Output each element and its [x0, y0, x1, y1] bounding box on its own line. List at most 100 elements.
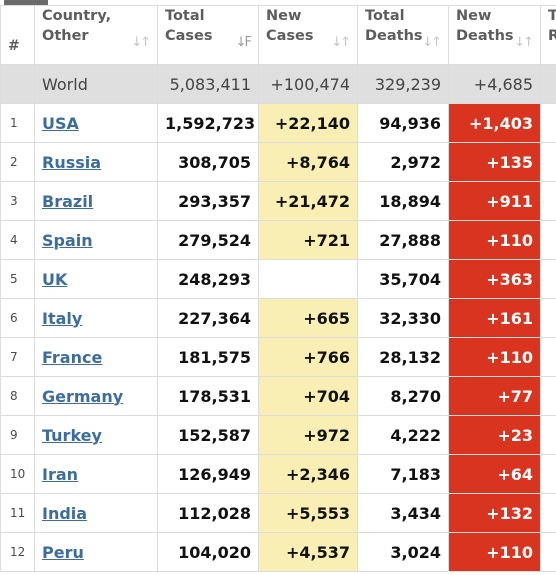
row-index: 7: [0, 337, 35, 377]
sort-desc-icon[interactable]: ↓F: [235, 35, 252, 50]
country-link[interactable]: Spain: [42, 230, 93, 250]
header-index: #: [0, 5, 35, 65]
row-index: 8: [0, 376, 35, 416]
table-row: 9 Turkey 152,587 +972 4,222 +23: [0, 415, 556, 455]
country-link[interactable]: Turkey: [42, 425, 102, 445]
total-cases-cell: 248,293: [157, 259, 259, 299]
country-cell: Russia: [34, 142, 158, 182]
total-cases-cell: 308,705: [157, 142, 259, 182]
total-deaths-cell: 35,704: [357, 259, 449, 299]
table-header-row: # Country, Other ↓↑ Total Cases ↓F New Case…: [0, 5, 556, 65]
row-index: 1: [0, 103, 35, 143]
world-total-row: World 5,083,411 +100,474 329,239 +4,685: [0, 64, 556, 104]
new-deaths-cell: +161: [448, 298, 541, 338]
new-cases-cell: +5,553: [258, 493, 358, 533]
new-deaths-cell: +135: [448, 142, 541, 182]
country-link[interactable]: USA: [42, 113, 79, 133]
country-link[interactable]: Italy: [42, 308, 83, 328]
country-cell: Peru: [34, 532, 158, 572]
table-row: 7 France 181,575 +766 28,132 +110: [0, 337, 556, 377]
country-link[interactable]: Germany: [42, 386, 124, 406]
country-link[interactable]: Brazil: [42, 191, 94, 211]
row-index: 3: [0, 181, 35, 221]
country-cell: Germany: [34, 376, 158, 416]
total-deaths-cell: 28,132: [357, 337, 449, 377]
total-deaths-cell: 2,972: [357, 142, 449, 182]
country-link[interactable]: Russia: [42, 152, 102, 172]
total-cases-cell: 293,357: [157, 181, 259, 221]
partial-cell: [540, 220, 556, 260]
country-cell: Italy: [34, 298, 158, 338]
new-cases-cell: +8,764: [258, 142, 358, 182]
country-cell: Turkey: [34, 415, 158, 455]
covid-stats-table: # Country, Other ↓↑ Total Cases ↓F New Case…: [0, 5, 556, 572]
partial-cell: [540, 454, 556, 494]
table-row: 2 Russia 308,705 +8,764 2,972 +135: [0, 142, 556, 182]
header-country[interactable]: Country, Other ↓↑: [34, 5, 158, 65]
total-cases-cell: 126,949: [157, 454, 259, 494]
new-cases-cell: +704: [258, 376, 358, 416]
country-cell: Spain: [34, 220, 158, 260]
total-deaths-cell: 32,330: [357, 298, 449, 338]
world-label: World: [34, 64, 158, 104]
new-deaths-cell: +110: [448, 337, 541, 377]
table-row: 3 Brazil 293,357 +21,472 18,894 +911: [0, 181, 556, 221]
total-cases-cell: 1,592,723: [157, 103, 259, 143]
new-cases-cell: [258, 259, 358, 299]
table-row: 1 USA 1,592,723 +22,140 94,936 +1,403: [0, 103, 556, 143]
total-deaths-cell: 3,024: [357, 532, 449, 572]
country-cell: Brazil: [34, 181, 158, 221]
total-cases-cell: 152,587: [157, 415, 259, 455]
world-new-deaths: +4,685: [448, 64, 541, 104]
new-cases-cell: +21,472: [258, 181, 358, 221]
new-deaths-cell: +77: [448, 376, 541, 416]
country-link[interactable]: Iran: [42, 464, 79, 484]
partial-cell: [540, 493, 556, 533]
header-total-cases[interactable]: Total Cases ↓F: [157, 5, 259, 65]
partial-cell: [540, 259, 556, 299]
top-tab-indicator: [4, 0, 48, 5]
row-index: 6: [0, 298, 35, 338]
partial-cell: [540, 142, 556, 182]
total-deaths-cell: 94,936: [357, 103, 449, 143]
partial-cell: [540, 298, 556, 338]
new-cases-cell: +2,346: [258, 454, 358, 494]
total-cases-cell: 104,020: [157, 532, 259, 572]
new-cases-cell: +721: [258, 220, 358, 260]
new-deaths-cell: +911: [448, 181, 541, 221]
total-cases-cell: 227,364: [157, 298, 259, 338]
sort-arrows-icon[interactable]: ↓↑: [422, 35, 442, 50]
new-deaths-cell: +64: [448, 454, 541, 494]
header-total-deaths[interactable]: Total Deaths ↓↑: [357, 5, 449, 65]
sort-arrows-icon[interactable]: ↓↑: [131, 35, 151, 50]
header-new-cases[interactable]: New Cases ↓↑: [258, 5, 358, 65]
partial-cell: [540, 103, 556, 143]
table-row: 11 India 112,028 +5,553 3,434 +132: [0, 493, 556, 533]
total-deaths-cell: 3,434: [357, 493, 449, 533]
total-deaths-cell: 18,894: [357, 181, 449, 221]
header-partial-column[interactable]: TR: [540, 5, 556, 65]
row-index: 12: [0, 532, 35, 572]
country-cell: Iran: [34, 454, 158, 494]
table-row: 8 Germany 178,531 +704 8,270 +77: [0, 376, 556, 416]
row-index: 9: [0, 415, 35, 455]
country-link[interactable]: Peru: [42, 542, 84, 562]
row-index: 11: [0, 493, 35, 533]
sort-arrows-icon[interactable]: ↓↑: [514, 35, 534, 50]
row-index: 10: [0, 454, 35, 494]
new-deaths-cell: +1,403: [448, 103, 541, 143]
table-row: 5 UK 248,293 35,704 +363: [0, 259, 556, 299]
table-row: 12 Peru 104,020 +4,537 3,024 +110: [0, 532, 556, 572]
row-index: 4: [0, 220, 35, 260]
new-deaths-cell: +110: [448, 532, 541, 572]
world-total-deaths: 329,239: [357, 64, 449, 104]
country-link[interactable]: India: [42, 503, 88, 523]
header-new-deaths[interactable]: New Deaths ↓↑: [448, 5, 541, 65]
country-cell: France: [34, 337, 158, 377]
country-link[interactable]: UK: [42, 269, 68, 289]
country-link[interactable]: France: [42, 347, 103, 367]
sort-arrows-icon[interactable]: ↓↑: [331, 35, 351, 50]
total-deaths-cell: 8,270: [357, 376, 449, 416]
new-cases-cell: +4,537: [258, 532, 358, 572]
world-new-cases: +100,474: [258, 64, 358, 104]
